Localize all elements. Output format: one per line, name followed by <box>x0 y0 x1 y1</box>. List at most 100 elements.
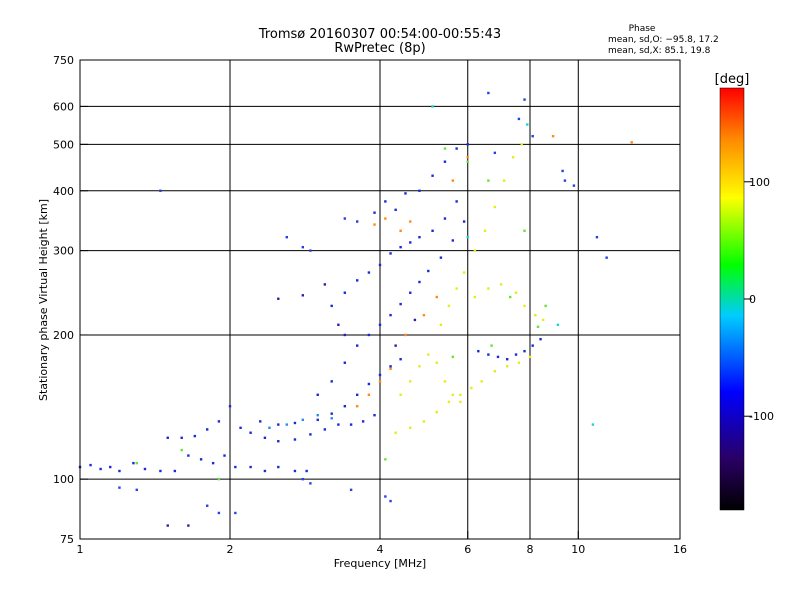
data-point <box>173 469 177 473</box>
data-point <box>466 235 469 239</box>
data-point <box>455 147 458 150</box>
data-point <box>572 184 576 187</box>
data-point <box>309 433 312 436</box>
data-point <box>301 418 305 422</box>
data-point <box>367 382 371 386</box>
data-point <box>534 313 537 317</box>
data-point <box>556 323 560 327</box>
data-point <box>180 448 183 452</box>
data-point <box>277 465 280 469</box>
data-point <box>413 318 417 322</box>
data-point <box>330 417 333 420</box>
data-point <box>187 524 190 527</box>
data-point <box>378 373 382 377</box>
data-point <box>349 488 353 492</box>
data-point <box>493 205 497 209</box>
x-tick-label: 2 <box>227 543 234 556</box>
data-point <box>193 434 197 438</box>
data-point <box>514 353 518 356</box>
x-tick-label: 16 <box>673 543 687 556</box>
data-point <box>316 413 319 417</box>
data-point <box>384 217 387 220</box>
data-point <box>285 235 288 239</box>
x-axis-label: Frequency [MHz] <box>334 557 426 570</box>
data-point <box>409 291 412 294</box>
data-point <box>378 380 382 383</box>
colorbar-tick-label: 100 <box>749 176 770 189</box>
data-point <box>409 426 412 430</box>
data-point <box>523 349 526 353</box>
data-point <box>301 245 305 249</box>
data-point <box>541 318 545 322</box>
data-point <box>561 169 564 173</box>
data-point <box>536 325 540 329</box>
data-point <box>418 235 421 239</box>
data-point <box>409 220 412 223</box>
data-point <box>277 440 280 443</box>
data-point <box>630 141 633 144</box>
colorbar-tick-label: 0 <box>749 293 756 306</box>
data-point <box>234 465 237 469</box>
data-point <box>439 256 443 259</box>
data-point <box>373 413 376 417</box>
data-point <box>367 393 371 397</box>
data-point <box>109 465 112 469</box>
data-point <box>99 467 102 471</box>
y-tick-label: 300 <box>53 245 74 258</box>
data-point <box>394 431 397 434</box>
data-point <box>409 380 412 383</box>
y-axis-label: Stationary phase Virtual Height [km] <box>37 199 50 401</box>
data-point <box>431 229 434 232</box>
colorbar-ticks: 100 0 -100 <box>744 176 774 423</box>
data-point <box>462 220 466 223</box>
data-point <box>523 98 526 101</box>
data-point <box>418 365 421 368</box>
data-point <box>435 361 438 364</box>
data-point <box>514 291 518 294</box>
data-point <box>563 179 567 182</box>
data-point <box>293 469 297 473</box>
data-point <box>427 269 430 273</box>
data-point <box>343 361 347 364</box>
data-point <box>389 367 392 370</box>
data-point <box>531 344 534 347</box>
y-tick-label: 200 <box>53 329 74 342</box>
data-point <box>459 400 462 404</box>
data-point <box>389 313 392 317</box>
data-point <box>487 353 490 356</box>
x-tick-label: 6 <box>464 543 471 556</box>
data-point <box>118 486 121 489</box>
data-point <box>367 333 371 337</box>
chart-subtitle: RwPretec (8p) <box>334 41 425 56</box>
data-point <box>293 438 297 441</box>
data-point <box>427 353 430 356</box>
data-point <box>343 291 347 294</box>
data-point <box>418 189 421 192</box>
data-point <box>316 418 319 422</box>
x-tick-label: 8 <box>527 543 534 556</box>
data-point <box>323 428 327 431</box>
data-point <box>480 380 483 383</box>
data-point <box>337 323 340 327</box>
data-point <box>277 297 280 300</box>
data-point <box>422 420 426 423</box>
data-point <box>89 463 92 467</box>
data-point <box>361 420 365 423</box>
data-point <box>466 160 469 163</box>
data-point <box>505 358 509 361</box>
data-point <box>435 410 438 414</box>
data-point <box>451 355 455 359</box>
phase-stats-title: Phase <box>629 24 656 34</box>
data-point <box>455 287 458 290</box>
data-point <box>399 302 402 306</box>
data-point <box>355 220 359 223</box>
data-point <box>394 344 397 347</box>
data-point <box>520 143 523 146</box>
data-point <box>301 477 305 481</box>
data-point <box>431 174 434 177</box>
data-point <box>166 524 169 527</box>
data-point <box>399 358 402 361</box>
data-point <box>394 208 397 212</box>
data-point <box>409 241 412 244</box>
data-point <box>422 313 426 317</box>
